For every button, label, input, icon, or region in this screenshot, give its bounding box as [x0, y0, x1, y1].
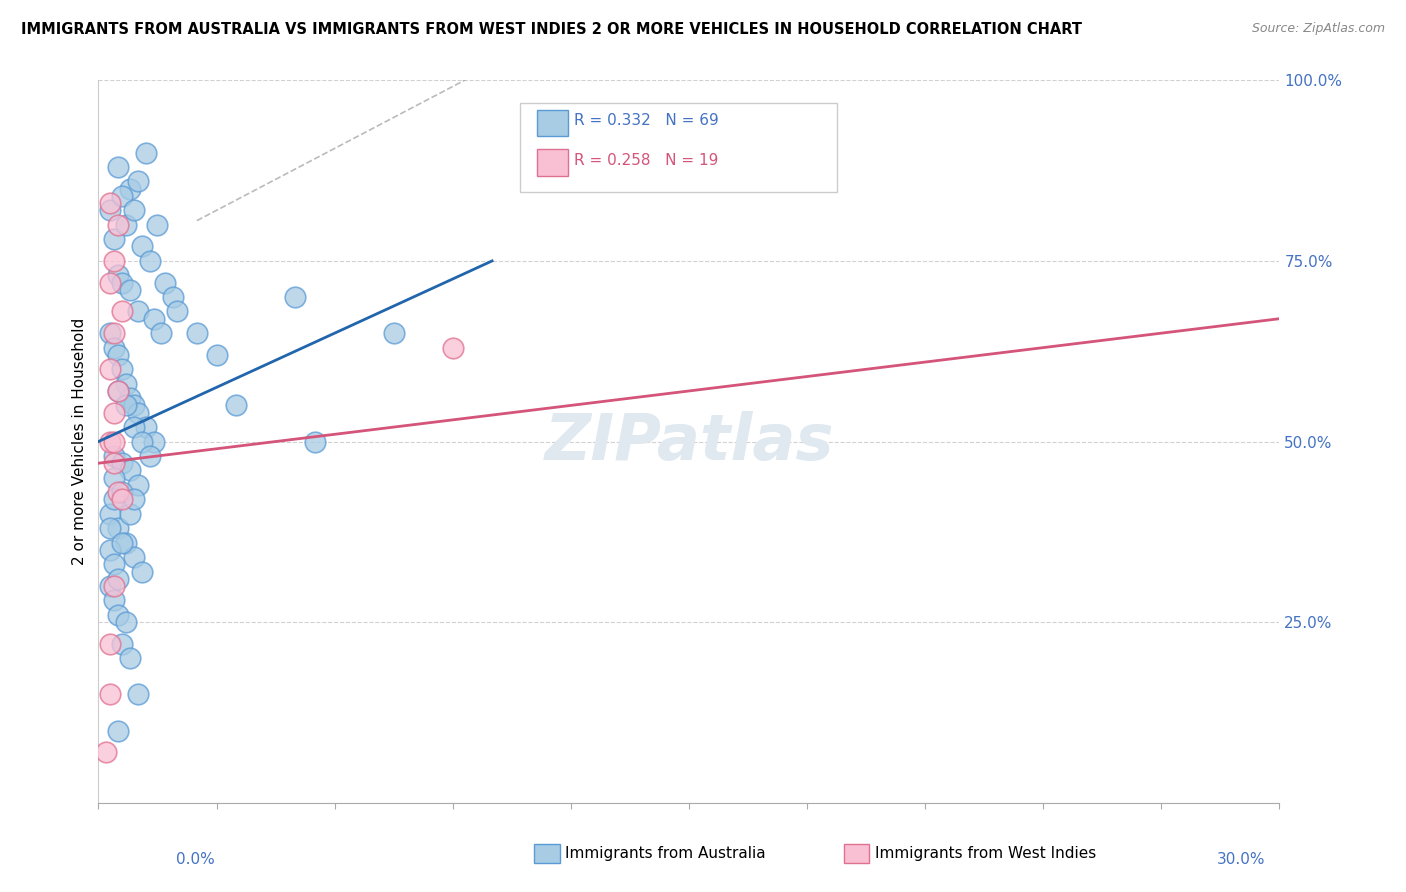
Text: 0.0%: 0.0% — [176, 852, 215, 867]
Point — [127, 687, 149, 701]
Point — [122, 492, 145, 507]
Point — [186, 326, 208, 341]
Point — [115, 218, 138, 232]
Point — [127, 174, 149, 188]
Point — [103, 593, 125, 607]
Point — [122, 420, 145, 434]
Point — [107, 160, 129, 174]
Point — [162, 290, 184, 304]
Point — [103, 253, 125, 268]
Point — [111, 535, 134, 549]
Point — [103, 232, 125, 246]
Point — [98, 521, 121, 535]
Point — [96, 745, 118, 759]
Point — [103, 492, 125, 507]
Point — [225, 398, 247, 412]
Point — [127, 478, 149, 492]
Point — [107, 521, 129, 535]
Point — [111, 637, 134, 651]
Point — [103, 326, 125, 341]
Point — [111, 492, 134, 507]
Point — [98, 276, 121, 290]
Point — [118, 507, 141, 521]
Point — [135, 145, 157, 160]
Point — [111, 189, 134, 203]
Text: Source: ZipAtlas.com: Source: ZipAtlas.com — [1251, 22, 1385, 36]
Point — [146, 218, 169, 232]
Point — [103, 406, 125, 420]
Point — [131, 434, 153, 449]
Point — [284, 290, 307, 304]
Point — [382, 326, 405, 341]
Point — [103, 558, 125, 572]
Point — [98, 637, 121, 651]
Point — [115, 535, 138, 549]
Point — [115, 376, 138, 391]
Point — [142, 311, 165, 326]
Point — [122, 203, 145, 218]
Point — [118, 391, 141, 405]
Point — [98, 196, 121, 211]
Point — [107, 218, 129, 232]
Point — [103, 341, 125, 355]
Point — [107, 384, 129, 398]
Point — [107, 485, 129, 500]
Point — [111, 456, 134, 470]
Point — [138, 449, 160, 463]
Point — [103, 434, 125, 449]
Point — [107, 268, 129, 283]
Point — [150, 326, 173, 341]
Text: R = 0.258   N = 19: R = 0.258 N = 19 — [574, 153, 718, 168]
Point — [98, 362, 121, 376]
Point — [98, 326, 121, 341]
Point — [115, 398, 138, 412]
Point — [111, 485, 134, 500]
Point — [441, 341, 464, 355]
Point — [118, 182, 141, 196]
Point — [107, 572, 129, 586]
Point — [135, 420, 157, 434]
Point — [122, 550, 145, 565]
Point — [205, 348, 228, 362]
Point — [98, 542, 121, 557]
Point — [107, 723, 129, 738]
Point — [155, 276, 177, 290]
Point — [98, 687, 121, 701]
Text: Immigrants from Australia: Immigrants from Australia — [565, 847, 766, 861]
Text: 30.0%: 30.0% — [1218, 852, 1265, 867]
Point — [103, 456, 125, 470]
Text: R = 0.332   N = 69: R = 0.332 N = 69 — [574, 113, 718, 128]
Point — [131, 565, 153, 579]
Point — [127, 304, 149, 318]
Point — [107, 384, 129, 398]
Y-axis label: 2 or more Vehicles in Household: 2 or more Vehicles in Household — [72, 318, 87, 566]
Point — [131, 239, 153, 253]
Point — [122, 398, 145, 412]
Point — [304, 434, 326, 449]
Point — [115, 615, 138, 630]
Point — [118, 463, 141, 477]
Point — [103, 471, 125, 485]
Text: Immigrants from West Indies: Immigrants from West Indies — [875, 847, 1095, 861]
Point — [107, 607, 129, 622]
Point — [111, 276, 134, 290]
Point — [98, 434, 121, 449]
Text: ZIPatlas: ZIPatlas — [544, 410, 834, 473]
Point — [98, 507, 121, 521]
Point — [111, 362, 134, 376]
Point — [118, 283, 141, 297]
Point — [127, 406, 149, 420]
Point — [98, 579, 121, 593]
Point — [166, 304, 188, 318]
Text: IMMIGRANTS FROM AUSTRALIA VS IMMIGRANTS FROM WEST INDIES 2 OR MORE VEHICLES IN H: IMMIGRANTS FROM AUSTRALIA VS IMMIGRANTS … — [21, 22, 1083, 37]
Point — [103, 579, 125, 593]
Point — [103, 449, 125, 463]
Point — [118, 651, 141, 665]
Point — [98, 203, 121, 218]
Point — [138, 253, 160, 268]
Point — [142, 434, 165, 449]
Point — [107, 348, 129, 362]
Point — [111, 304, 134, 318]
